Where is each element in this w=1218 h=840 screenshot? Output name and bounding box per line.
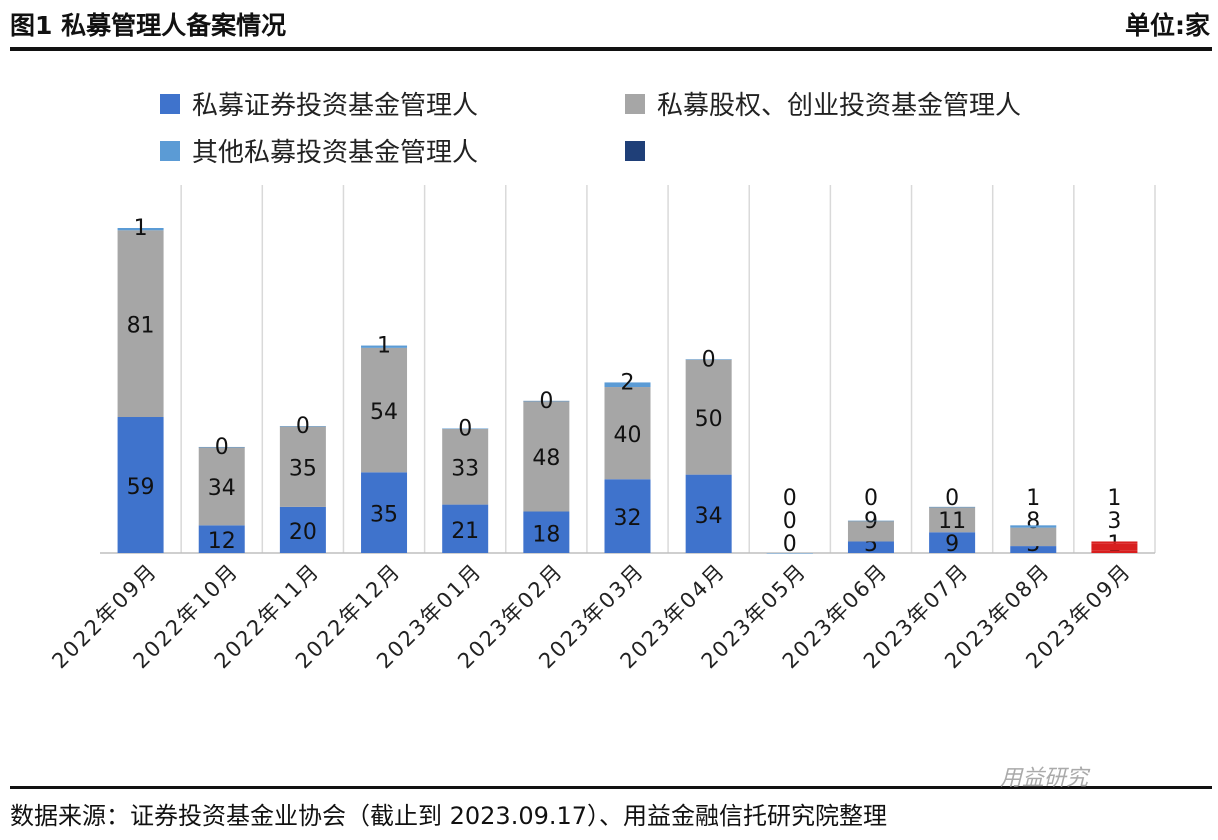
legend-swatch — [625, 94, 645, 114]
data-label: 2 — [621, 370, 635, 395]
data-label: 3 — [1107, 509, 1121, 534]
data-label: 21 — [451, 519, 479, 544]
data-label: 34 — [695, 504, 723, 529]
bar-segment — [117, 417, 164, 553]
bar-segment — [604, 387, 651, 480]
bar-segment — [361, 472, 408, 553]
bar-segment — [685, 474, 732, 553]
source-note: 数据来源：证券投资基金业协会（截止到 2023.09.17）、用益金融信托研究院… — [10, 802, 888, 830]
legend-swatch — [160, 94, 180, 114]
bar-segment — [1010, 525, 1057, 528]
bottom-rule — [10, 786, 1212, 789]
bar-segment — [1091, 543, 1138, 551]
data-label: 35 — [370, 503, 398, 528]
data-label: 9 — [945, 532, 959, 557]
bar-segment — [604, 382, 651, 388]
data-label: 18 — [532, 522, 560, 547]
data-label: 0 — [864, 486, 878, 511]
data-label: 0 — [945, 486, 959, 511]
chart: 私募证券投资基金管理人 私募股权、创业投资基金管理人其他私募投资基金管理人5981… — [47, 91, 1156, 673]
data-label: 48 — [532, 446, 560, 471]
data-label: 9 — [864, 509, 878, 534]
data-label: 59 — [127, 475, 155, 500]
data-label: 0 — [783, 532, 797, 557]
bar-segment — [117, 230, 164, 418]
bar-segment — [523, 400, 570, 402]
bar-segment — [117, 228, 164, 231]
data-label: 11 — [938, 509, 966, 534]
bar-segment — [279, 426, 326, 427]
legend-label: 私募股权、创业投资基金管理人 — [657, 91, 1021, 121]
legend-label: 私募证券投资基金管理人 — [192, 91, 478, 121]
bar-segment — [198, 446, 245, 448]
bar-segment — [442, 428, 489, 505]
data-label: 0 — [702, 347, 716, 372]
data-label: 1 — [134, 216, 148, 241]
data-label: 32 — [614, 506, 642, 531]
bar-segment — [523, 400, 570, 512]
data-label: 1 — [1026, 486, 1040, 511]
data-label: 0 — [539, 389, 553, 414]
data-label: 54 — [370, 400, 398, 425]
bar-segment — [523, 511, 570, 553]
legend-label: 其他私募投资基金管理人 — [192, 138, 478, 168]
data-label: 0 — [783, 509, 797, 534]
watermark: 用益研究 — [1000, 766, 1089, 791]
data-label: 1 — [377, 334, 391, 359]
bar-segment — [361, 347, 408, 473]
data-label: 33 — [451, 457, 479, 482]
data-label: 34 — [208, 476, 236, 501]
bar-segment — [361, 345, 408, 348]
data-label: 35 — [289, 457, 317, 482]
bar-segment — [685, 359, 732, 360]
unit-label: 单位:家 — [1125, 11, 1210, 40]
bar-segment — [766, 553, 813, 554]
bar-segment — [847, 520, 894, 522]
bar-segment — [847, 541, 894, 553]
bar-segment — [685, 359, 732, 475]
data-label: 81 — [127, 314, 155, 339]
bar-segment — [929, 532, 976, 553]
data-label: 0 — [458, 417, 472, 442]
bar-segment — [1091, 550, 1138, 553]
bar-segment — [929, 506, 976, 533]
chart-title: 图1 私募管理人备案情况 — [10, 11, 287, 40]
bar-segment — [847, 520, 894, 542]
data-label: 0 — [215, 435, 229, 460]
bar-segment — [442, 504, 489, 553]
bar-segment — [279, 506, 326, 553]
data-label: 0 — [296, 414, 310, 439]
bar-segment — [198, 446, 245, 526]
top-rule — [10, 47, 1212, 51]
bar-segment — [442, 428, 489, 430]
bar-segment — [929, 506, 976, 508]
bar-segment — [1091, 541, 1138, 544]
bar-segment — [604, 479, 651, 553]
data-label: 1 — [1107, 486, 1121, 511]
data-label: 20 — [289, 520, 317, 545]
legend-swatch — [160, 141, 180, 161]
bar-segment — [1010, 546, 1057, 553]
data-label: 8 — [1026, 509, 1040, 534]
data-label: 50 — [695, 407, 723, 432]
legend-swatch — [625, 141, 645, 161]
data-label: 40 — [614, 423, 642, 448]
data-label: 0 — [783, 486, 797, 511]
bar-segment — [279, 426, 326, 507]
data-label: 12 — [208, 529, 236, 554]
bar-segment — [198, 525, 245, 553]
bar-segment — [1010, 527, 1057, 547]
